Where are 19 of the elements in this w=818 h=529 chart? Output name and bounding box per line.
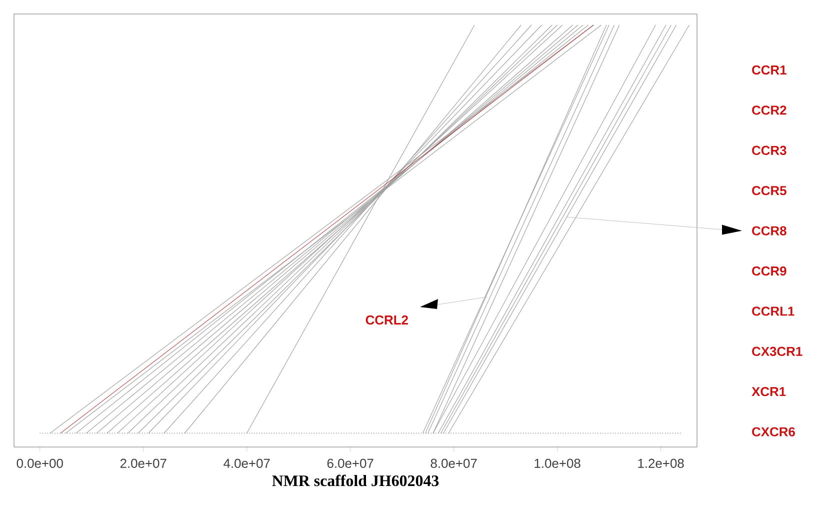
x-tick-label: 0.0e+00 bbox=[16, 458, 63, 468]
x-tick-label: 1.0e+08 bbox=[534, 458, 580, 468]
x-tick-label: 2.0e+07 bbox=[120, 458, 166, 468]
text: CCR9 bbox=[752, 266, 786, 276]
x-tick-label: 6.0e+07 bbox=[327, 458, 374, 468]
text: CCR2 bbox=[752, 106, 786, 115]
text: XCR1 bbox=[752, 387, 786, 396]
annotation: CCRL2 bbox=[366, 315, 408, 325]
text: CCR8 bbox=[752, 226, 786, 236]
text: CCR5 bbox=[752, 186, 786, 196]
text: CCRL1 bbox=[752, 306, 794, 316]
text: CCR1 bbox=[752, 65, 786, 75]
x-tick-label: 1.2e+08 bbox=[638, 458, 684, 468]
text: CX3CR1 bbox=[752, 346, 802, 356]
text: CXCR6 bbox=[752, 427, 795, 436]
text: CCR3 bbox=[752, 146, 786, 155]
x-tick-label: 8.0e+07 bbox=[430, 458, 477, 468]
x-tick-label: 4.0e+07 bbox=[224, 458, 270, 468]
x-axis-title: NMR scaffold JH602043 bbox=[272, 474, 439, 486]
